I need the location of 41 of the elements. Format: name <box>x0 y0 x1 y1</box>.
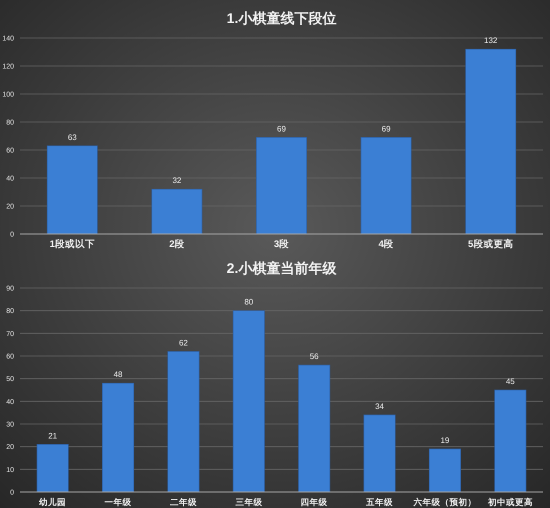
bar <box>36 444 69 492</box>
data-label: 19 <box>440 436 450 445</box>
data-label: 32 <box>172 176 182 186</box>
bar <box>256 137 307 234</box>
x-tick-label: 幼儿园 <box>39 497 66 507</box>
bar <box>232 310 265 492</box>
bar <box>465 48 516 234</box>
data-label: 56 <box>310 352 320 362</box>
data-label: 80 <box>244 298 254 307</box>
x-tick-label: 5段或更高 <box>468 238 514 250</box>
x-tick-label: 1段或以下 <box>50 238 95 250</box>
bar <box>167 351 200 492</box>
data-label: 62 <box>178 338 188 348</box>
data-label: 48 <box>114 370 124 380</box>
x-tick-label: 五年级 <box>365 497 394 507</box>
chart-title: 2.小棋童当前年级 <box>226 260 338 276</box>
bar <box>428 448 461 492</box>
x-tick-label: 2段 <box>169 238 186 250</box>
data-label: 21 <box>48 431 58 440</box>
x-tick-label: 初中或更高 <box>486 497 533 507</box>
x-tick-label: 一年级 <box>104 497 133 507</box>
x-tick-label: 4段 <box>378 238 395 250</box>
data-label: 63 <box>68 132 78 142</box>
data-label: 69 <box>277 124 286 134</box>
data-label: 45 <box>506 377 516 386</box>
bar <box>298 364 330 492</box>
x-tick-label: 三年级 <box>235 497 264 507</box>
bar <box>102 382 134 492</box>
bar <box>364 414 396 492</box>
chart-title: 1.小棋童线下段位 <box>226 10 336 26</box>
bar <box>46 146 98 234</box>
data-label: 69 <box>382 124 392 134</box>
bar <box>494 390 526 492</box>
x-tick-label: 四年级 <box>300 497 329 507</box>
bar <box>360 137 412 234</box>
data-label: 34 <box>375 402 385 411</box>
x-tick-label: 3段 <box>274 238 290 250</box>
data-label: 132 <box>484 36 498 46</box>
x-tick-label: 六年级（预初） <box>412 497 476 507</box>
bar <box>151 188 202 234</box>
x-tick-label: 二年级 <box>170 497 198 507</box>
